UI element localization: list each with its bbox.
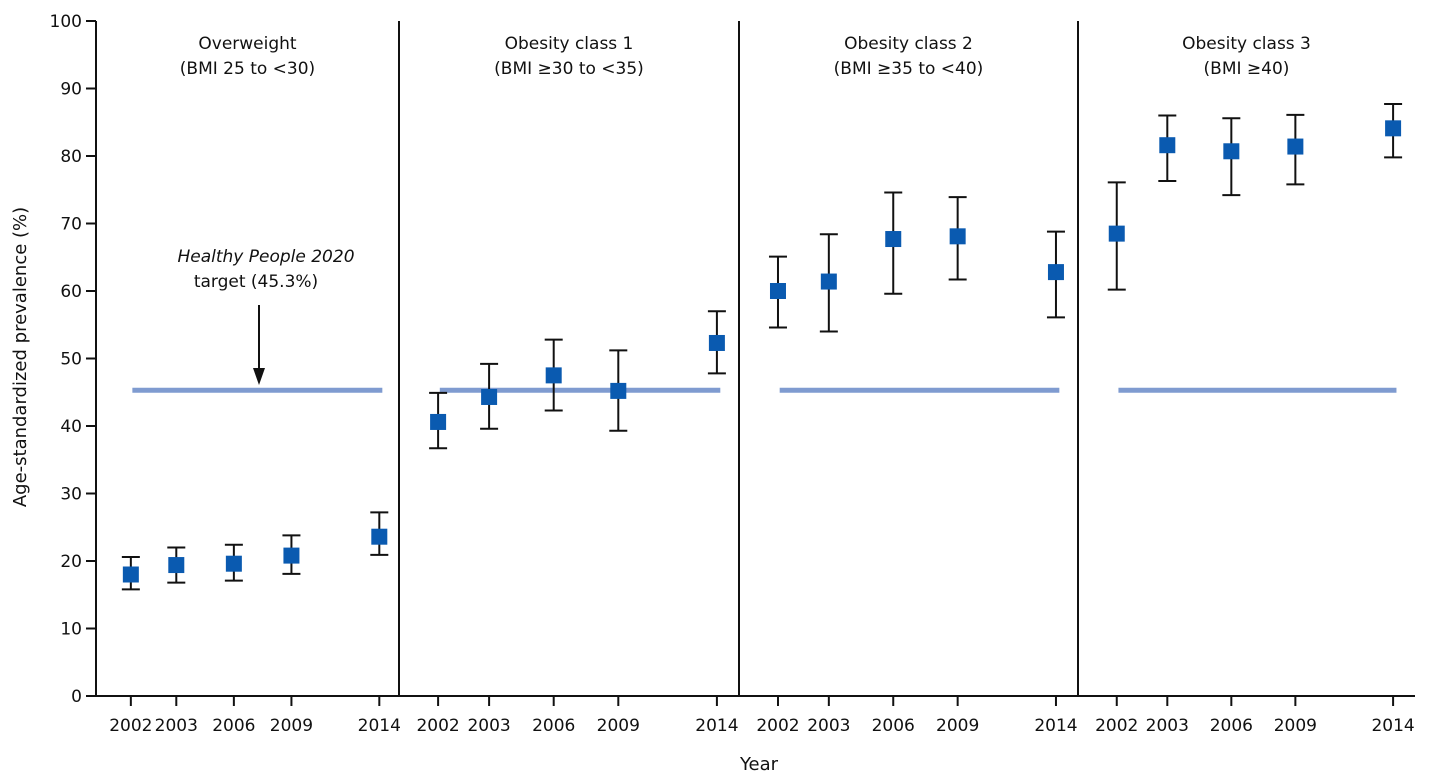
panel-title: Obesity class 1	[505, 34, 634, 54]
data-point	[820, 273, 837, 290]
panel-subtitle: (BMI ≥40)	[1204, 59, 1290, 79]
data-point	[481, 388, 498, 405]
data-point	[1287, 138, 1304, 155]
x-tick-label: 2014	[695, 716, 738, 736]
target-annotation-title: Healthy People 2020	[177, 247, 354, 267]
x-tick-label: 2009	[270, 716, 313, 736]
data-point	[430, 413, 447, 430]
data-point	[122, 566, 139, 583]
x-tick-label: 2009	[597, 716, 640, 736]
x-tick-label: 2006	[872, 716, 915, 736]
panel-subtitle: (BMI ≥30 to <35)	[494, 59, 644, 79]
y-tick-label: 100	[50, 12, 82, 32]
data-point	[168, 557, 185, 574]
y-axis-label: Age-standardized prevalence (%)	[10, 207, 31, 507]
x-tick-label: 2014	[1034, 716, 1077, 736]
data-point	[1159, 137, 1176, 154]
panel-3: Obesity class 2 (BMI ≥35 to <40) 2002 2003 2…	[756, 34, 1077, 736]
y-tick-label: 90	[60, 80, 82, 100]
data-point	[1108, 225, 1125, 242]
x-axis-label: Year	[739, 754, 779, 775]
x-tick-label: 2014	[1371, 716, 1414, 736]
data-point	[610, 382, 627, 399]
x-tick-label: 2003	[467, 716, 510, 736]
x-tick-label: 2006	[1210, 716, 1253, 736]
data-point	[545, 367, 562, 384]
y-tick-label: 70	[60, 215, 82, 235]
data-point	[949, 228, 966, 245]
axes: 0 10 20 30 40 50 60 70 80 90 100	[50, 12, 1415, 707]
panel-title: Obesity class 3	[1182, 34, 1311, 54]
x-tick-label: 2002	[756, 716, 799, 736]
panels: Overweight(BMI 25 to <30)2002 2003 2006 200…	[109, 34, 1415, 736]
panel-2: Obesity class 1 (BMI ≥30 to <35) 2002 2003 2…	[416, 34, 738, 736]
y-tick-label: 10	[60, 620, 82, 640]
y-tick-label: 80	[60, 147, 82, 167]
x-tick-label: 2002	[1095, 716, 1138, 736]
panel-4: Obesity class 3 (BMI ≥40) 2002 2003 2006 2009…	[1095, 34, 1415, 736]
y-tick-label: 40	[60, 417, 82, 437]
y-tick-label: 60	[60, 282, 82, 302]
y-tick-label: 30	[60, 485, 82, 505]
panel-title: Obesity class 2	[844, 34, 973, 54]
x-tick-label: 2006	[532, 716, 575, 736]
target-annotation-label: target (45.3%)	[194, 272, 318, 292]
panel-subtitle: (BMI ≥35 to <40)	[834, 59, 984, 79]
panel-subtitle: (BMI 25 to <30)	[180, 59, 315, 79]
x-tick-label: 2002	[416, 716, 459, 736]
target-arrow-head	[253, 368, 265, 385]
x-tick-label: 2014	[358, 716, 401, 736]
data-point	[708, 334, 725, 351]
x-tick-label: 2006	[212, 716, 255, 736]
data-point	[225, 555, 242, 572]
x-tick-label: 2003	[1146, 716, 1189, 736]
y-tick-label: 50	[60, 350, 82, 370]
data-point	[1223, 143, 1240, 160]
panel-title: Overweight	[198, 34, 297, 54]
data-point	[1047, 264, 1064, 281]
x-tick-label: 2009	[1274, 716, 1317, 736]
data-point	[769, 283, 786, 299]
y-tick-label: 0	[71, 687, 82, 707]
y-tick-label: 20	[60, 552, 82, 572]
x-tick-label: 2003	[807, 716, 850, 736]
data-point	[283, 547, 300, 564]
x-tick-label: 2003	[155, 716, 198, 736]
data-point	[1385, 120, 1402, 137]
data-point	[885, 231, 902, 248]
data-point	[371, 528, 388, 545]
x-tick-label: 2002	[109, 716, 152, 736]
x-tick-label: 2009	[936, 716, 979, 736]
panel-1: Overweight (BMI 25 to <30) 2002 2003 2006 200…	[109, 34, 401, 736]
